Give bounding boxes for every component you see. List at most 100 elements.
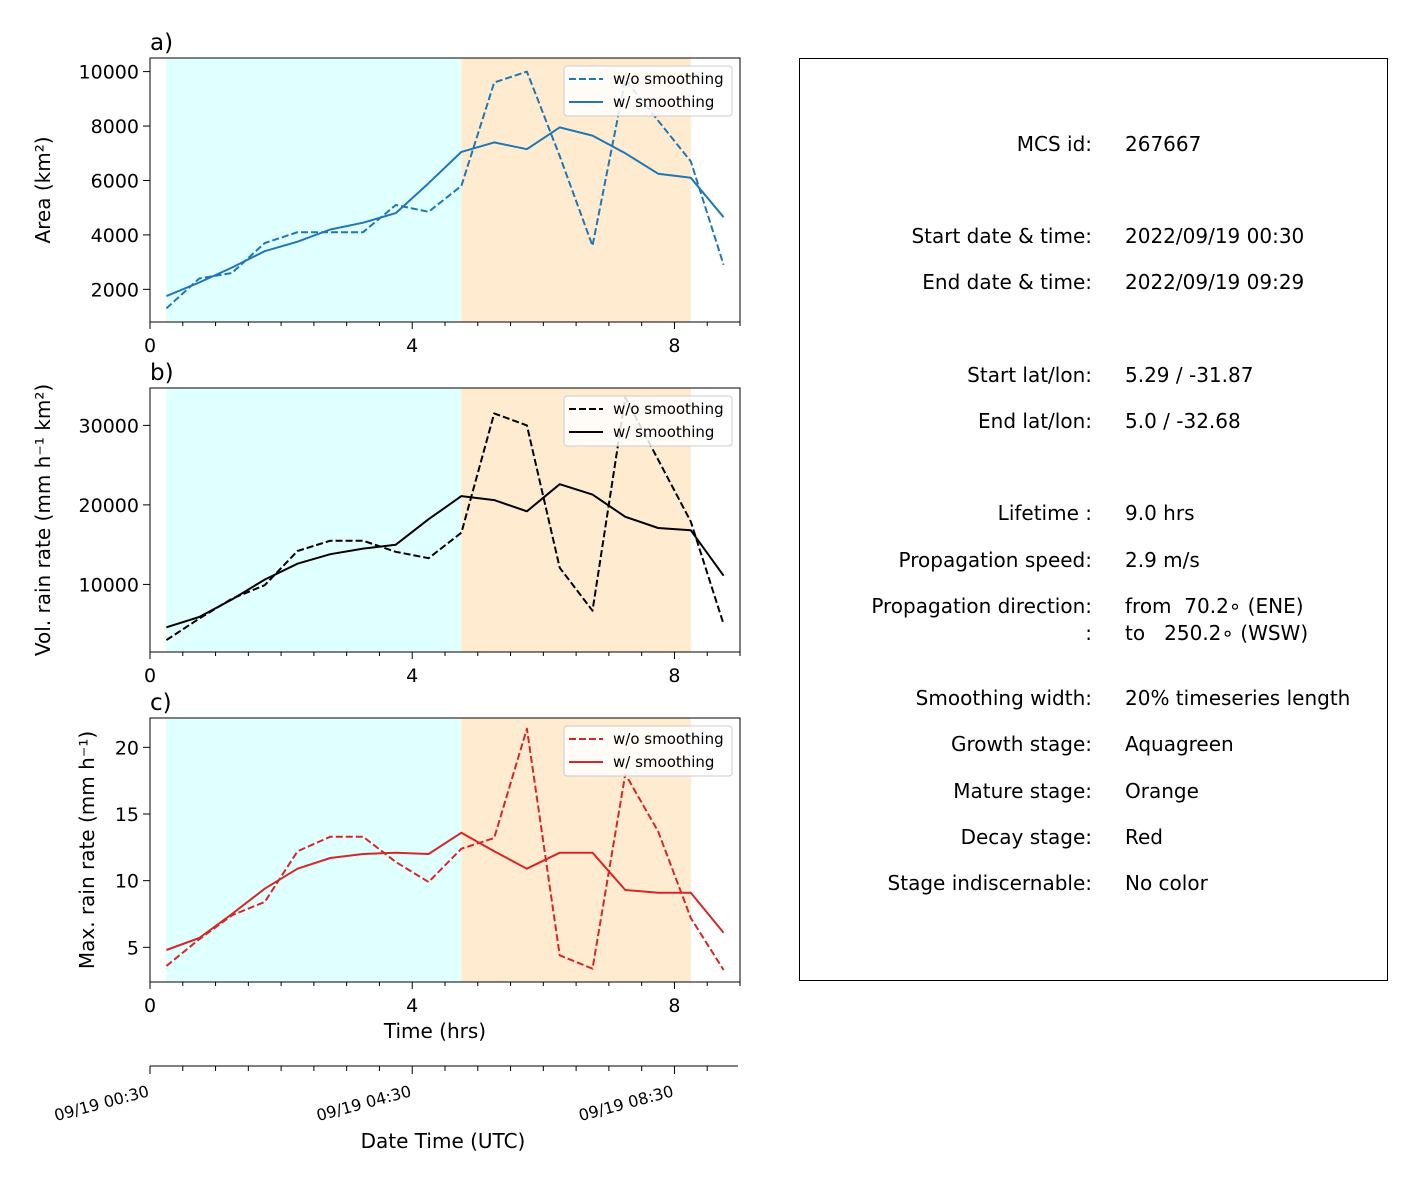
data-point xyxy=(165,295,167,297)
data-point xyxy=(165,639,167,641)
data-point xyxy=(723,623,725,625)
info-row-end-datetime: End date & time: 2022/09/19 09:29 xyxy=(922,270,1305,294)
data-point xyxy=(264,579,266,581)
data-point xyxy=(231,267,233,269)
data-point xyxy=(493,499,495,501)
data-point xyxy=(395,204,397,206)
mcs-info-panel: MCS id: 267667 Start date & time: 2022/09/… xyxy=(799,58,1388,981)
legend: w/o smoothing w/ smoothing xyxy=(563,65,733,117)
data-point xyxy=(460,185,462,187)
data-point xyxy=(624,516,626,518)
y-tick-label: 30000 xyxy=(79,415,139,437)
x-tick-label: 4 xyxy=(406,665,418,687)
info-row-propagation-speed: Propagation speed: 2.9 m/s xyxy=(898,548,1200,572)
data-point xyxy=(460,848,462,850)
data-point xyxy=(493,850,495,852)
data-point xyxy=(460,495,462,497)
legend-box xyxy=(563,725,733,777)
data-point xyxy=(559,126,561,128)
data-point xyxy=(559,567,561,569)
data-point xyxy=(493,82,495,84)
data-point xyxy=(395,861,397,863)
data-point xyxy=(264,901,266,903)
y-tick-label: 20000 xyxy=(79,495,139,517)
x-tick-label: 8 xyxy=(668,995,680,1017)
info-row-start-latlon: Start lat/lon: 5.29 / -31.87 xyxy=(967,363,1254,387)
data-point xyxy=(592,135,594,137)
info-row-growth-stage: Growth stage: Aquagreen xyxy=(950,732,1234,756)
data-point xyxy=(165,949,167,951)
data-point xyxy=(264,888,266,890)
data-point xyxy=(329,553,331,555)
data-point xyxy=(723,932,725,934)
data-point xyxy=(592,968,594,970)
legend-box xyxy=(563,395,733,447)
legend-entry: w/o smoothing xyxy=(613,730,724,748)
data-point xyxy=(362,853,364,855)
data-point xyxy=(460,151,462,153)
data-point xyxy=(493,141,495,143)
series-line xyxy=(166,831,725,951)
data-point xyxy=(297,868,299,870)
datetime-tick-label: 09/19 04:30 xyxy=(314,1082,413,1126)
data-point xyxy=(657,527,659,529)
stage-band-growth xyxy=(166,718,462,982)
data-point xyxy=(526,728,528,730)
data-point xyxy=(460,832,462,834)
data-point xyxy=(362,231,364,233)
y-tick-label: 5 xyxy=(127,937,139,959)
data-point xyxy=(493,837,495,839)
data-point xyxy=(493,412,495,414)
datetime-axis-label: Date Time (UTC) xyxy=(361,1129,526,1153)
series-line xyxy=(165,727,725,971)
x-tick-label: 0 xyxy=(144,665,156,687)
data-point xyxy=(165,965,167,967)
y-tick-label: 8000 xyxy=(91,116,139,138)
data-point xyxy=(460,532,462,534)
series-line xyxy=(166,126,725,298)
data-point xyxy=(362,540,364,542)
y-tick-label: 10000 xyxy=(79,62,139,84)
y-axis-label: Vol. rain rate (mm h⁻¹ km²) xyxy=(31,384,55,656)
data-point xyxy=(362,836,364,838)
data-point xyxy=(428,211,430,213)
data-point xyxy=(592,245,594,247)
data-point xyxy=(657,173,659,175)
info-row-end-latlon: End lat/lon: 5.0 / -32.68 xyxy=(978,409,1241,433)
data-point xyxy=(657,459,659,461)
data-point xyxy=(526,148,528,150)
data-point xyxy=(297,241,299,243)
y-tick-label: 10000 xyxy=(79,574,139,596)
data-point xyxy=(198,937,200,939)
y-tick-label: 2000 xyxy=(91,279,139,301)
data-point xyxy=(264,584,266,586)
data-point xyxy=(428,557,430,559)
data-point xyxy=(428,853,430,855)
data-point xyxy=(198,616,200,618)
data-point xyxy=(624,889,626,891)
data-point xyxy=(526,868,528,870)
data-point xyxy=(428,518,430,520)
data-point xyxy=(395,551,397,553)
data-point xyxy=(329,857,331,859)
data-point xyxy=(395,852,397,854)
data-point xyxy=(264,242,266,244)
data-point xyxy=(690,529,692,531)
data-point xyxy=(559,155,561,157)
data-point xyxy=(723,216,725,218)
datetime-axis: 09/19 00:30 09/19 04:30 09/19 08:30 Date Ti… xyxy=(52,1065,738,1153)
legend-entry: w/ smoothing xyxy=(613,753,714,771)
data-point xyxy=(428,182,430,184)
data-point xyxy=(198,282,200,284)
panel-a: 0 4 8 2000 4000 6000 8000 10000 Area (km²) a) w/o … xyxy=(31,30,741,357)
info-row-mcs-id: MCS id: 267667 xyxy=(1016,132,1202,156)
legend-box xyxy=(563,65,733,117)
data-point xyxy=(395,544,397,546)
data-point xyxy=(165,626,167,628)
data-point xyxy=(723,969,725,971)
data-point xyxy=(297,850,299,852)
data-point xyxy=(231,272,233,274)
data-point xyxy=(395,212,397,214)
data-point xyxy=(329,231,331,233)
